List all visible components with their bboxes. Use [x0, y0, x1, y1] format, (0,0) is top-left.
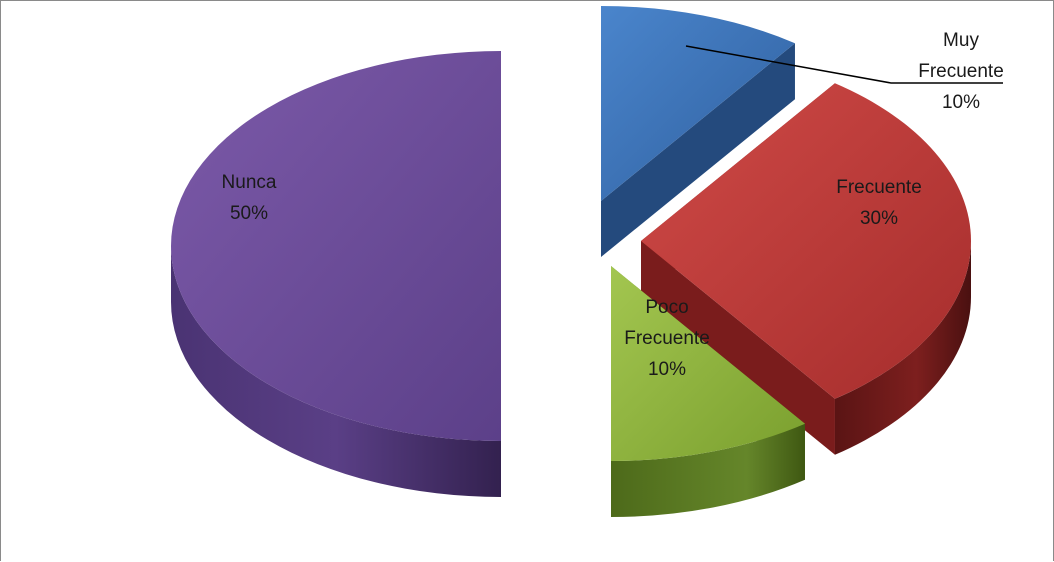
- data-label-frecuente-line-1: 30%: [860, 208, 898, 229]
- slice-poco-frecuente-top: [611, 266, 805, 461]
- data-label-muy-frecuente-line-2: 10%: [942, 92, 980, 113]
- data-label-nunca-line-1: 50%: [230, 203, 268, 224]
- slice-poco-frecuente: [611, 266, 805, 517]
- slice-poco-frecuente-side: [611, 423, 805, 517]
- slice-nunca-side: [171, 246, 501, 497]
- slice-nunca: [171, 51, 501, 497]
- data-label-poco-frecuente: Poco Frecuente 10%: [624, 297, 710, 380]
- data-label-poco-frecuente-line-1: Frecuente: [624, 328, 710, 349]
- slice-nunca-top: [171, 51, 501, 441]
- data-label-muy-frecuente-line-0: Muy: [943, 30, 979, 51]
- data-label-muy-frecuente: Muy Frecuente 10%: [918, 30, 1004, 113]
- data-label-nunca: Nunca 50%: [222, 172, 277, 224]
- slice-muy-frecuente-top: [601, 6, 795, 201]
- labels-layer: Muy Frecuente 10% Frecuente 30% Poco Frecuente…: [222, 30, 1004, 380]
- slice-frecuente: [641, 83, 971, 455]
- slice-muy-frecuente-face-1: [601, 43, 795, 258]
- data-label-poco-frecuente-line-0: Poco: [645, 297, 688, 318]
- slices-layer: [171, 6, 971, 517]
- data-label-muy-frecuente-line-1: Frecuente: [918, 61, 1004, 82]
- slice-frecuente-face-1: [641, 241, 835, 455]
- slice-muy-frecuente: [601, 6, 795, 258]
- data-label-frecuente-line-0: Frecuente: [836, 177, 922, 198]
- slice-frecuente-side: [834, 241, 971, 455]
- leader-line-muy-frecuente: [685, 45, 1003, 84]
- slice-frecuente-top: [641, 83, 971, 399]
- data-label-nunca-line-0: Nunca: [222, 172, 277, 193]
- data-label-frecuente: Frecuente 30%: [836, 177, 922, 229]
- data-label-poco-frecuente-line-2: 10%: [648, 359, 686, 380]
